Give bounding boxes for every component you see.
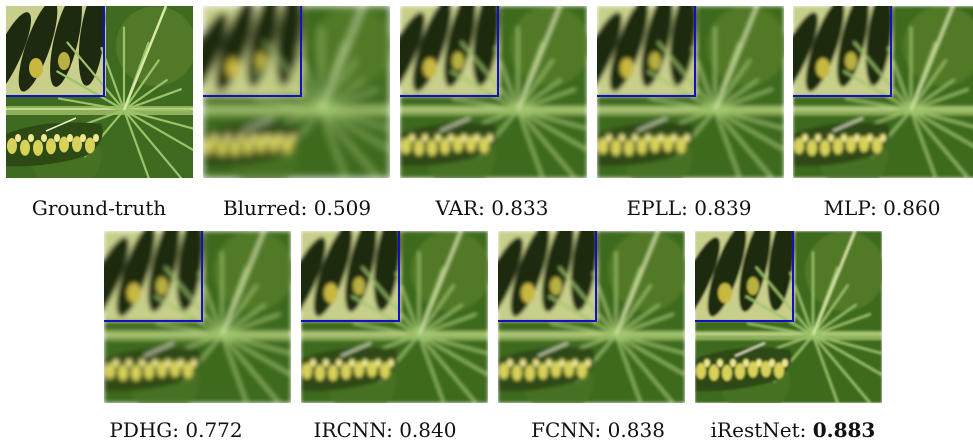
photo-var [400, 6, 587, 178]
panel-ground-truth [6, 6, 193, 178]
inset-box [301, 231, 400, 322]
panel-pdhg [104, 231, 291, 403]
photo-pdhg [104, 231, 291, 403]
caption-ircnn: IRCNN: 0.840 [313, 418, 457, 442]
panel-fcnn [498, 231, 685, 403]
inset-box [400, 6, 499, 97]
inset-box [597, 6, 696, 97]
photo-fcnn [498, 231, 685, 403]
panel-irestnet [695, 231, 882, 403]
inset-box [793, 6, 892, 97]
panel-epll [597, 6, 784, 178]
photo-ircnn [301, 231, 488, 403]
panel-blurred [203, 6, 390, 178]
inset-box [104, 231, 203, 322]
photo-ground-truth [6, 6, 193, 178]
inset-box [498, 231, 597, 322]
inset-box [6, 6, 105, 97]
inset-box [695, 231, 794, 322]
caption-blurred: Blurred: 0.509 [222, 196, 372, 220]
panel-mlp [793, 6, 973, 178]
panel-ircnn [301, 231, 488, 403]
caption-epll: EPLL: 0.839 [626, 196, 752, 220]
photo-mlp [793, 6, 973, 178]
caption-fcnn: FCNN: 0.838 [531, 418, 665, 442]
caption-mlp: MLP: 0.860 [823, 196, 941, 220]
caption-pdhg: PDHG: 0.772 [109, 418, 243, 442]
photo-blurred [203, 6, 390, 178]
photo-irestnet [695, 231, 882, 403]
caption-var: VAR: 0.833 [435, 196, 549, 220]
caption-ground-truth: Ground-truth [31, 196, 167, 220]
photo-epll [597, 6, 784, 178]
caption-irestnet: iRestNet: 0.883 [710, 418, 876, 442]
panel-var [400, 6, 587, 178]
inset-box [203, 6, 302, 97]
